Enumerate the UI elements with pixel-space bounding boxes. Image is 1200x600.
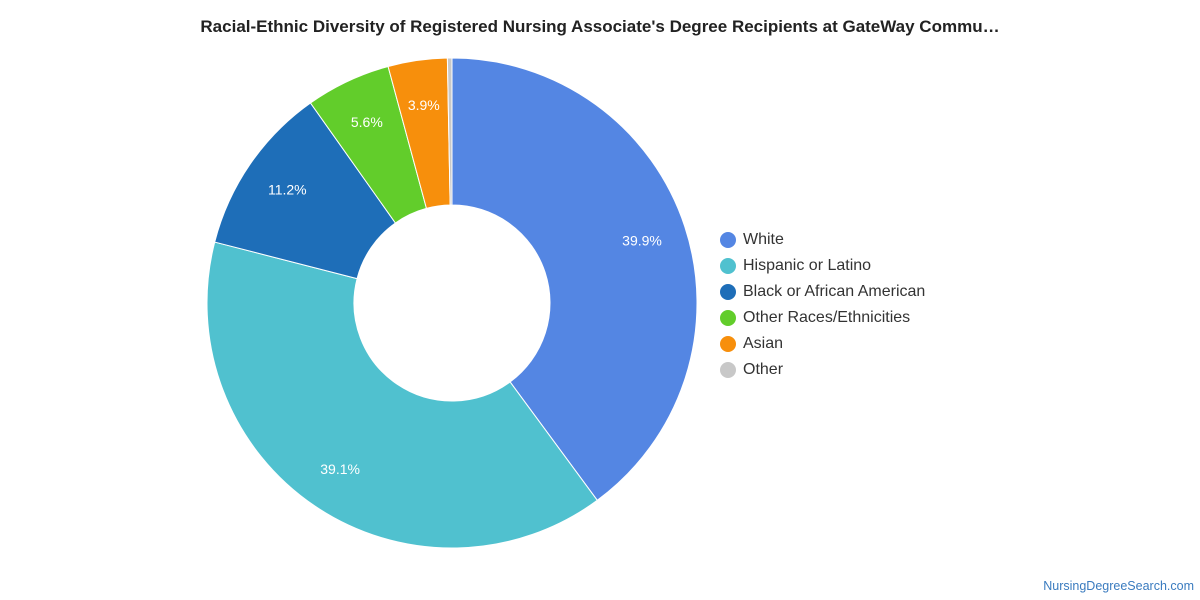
data-label-black-or-african-american: 11.2% <box>268 182 307 198</box>
chart-title: Racial-Ethnic Diversity of Registered Nu… <box>200 17 1000 36</box>
watermark-link[interactable]: NursingDegreeSearch.com <box>1043 579 1194 593</box>
slice-white <box>451 57 698 501</box>
legend-item-other[interactable]: Other <box>720 357 925 383</box>
legend-item-black-or-african-american[interactable]: Black or African American <box>720 279 925 305</box>
legend-swatch-white <box>720 232 736 248</box>
legend-label-hispanic-or-latino: Hispanic or Latino <box>743 257 872 274</box>
slice-black-or-african-american <box>214 102 397 280</box>
legend-swatch-other <box>720 362 736 378</box>
legend-label-white: White <box>743 231 784 248</box>
legend-swatch-hispanic-or-latino <box>720 258 736 274</box>
legend-item-asian[interactable]: Asian <box>720 331 925 357</box>
data-label-other-races-ethnicities: 5.6% <box>351 114 383 130</box>
legend-item-hispanic-or-latino[interactable]: Hispanic or Latino <box>720 253 925 279</box>
legend-label-other: Other <box>743 361 784 378</box>
legend-label-other-races-ethnicities: Other Races/Ethnicities <box>743 309 911 326</box>
legend-swatch-other-races-ethnicities <box>720 310 736 326</box>
legend-item-white[interactable]: White <box>720 227 925 253</box>
chart-legend: White Hispanic or Latino Black or African … <box>720 227 925 383</box>
data-label-asian: 3.9% <box>408 97 440 113</box>
data-label-hispanic-or-latino: 39.1% <box>320 461 360 477</box>
legend-label-black-or-african-american: Black or African American <box>743 283 926 300</box>
legend-swatch-black-or-african-american <box>720 284 736 300</box>
legend-label-asian: Asian <box>743 335 784 352</box>
slice-hispanic-or-latino <box>206 241 598 549</box>
data-label-white: 39.9% <box>622 233 662 249</box>
legend-swatch-asian <box>720 336 736 352</box>
legend-item-other-races-ethnicities[interactable]: Other Races/Ethnicities <box>720 305 925 331</box>
slice-other <box>446 57 453 206</box>
